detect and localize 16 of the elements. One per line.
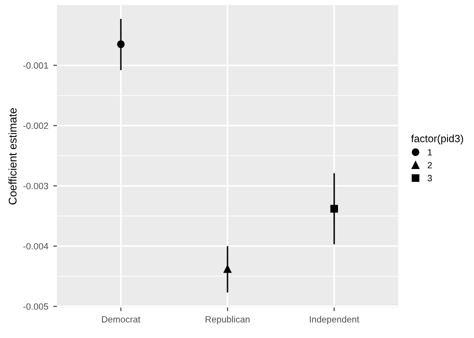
- legend-title: factor(pid3): [411, 134, 464, 144]
- y-tick-label: -0.002: [23, 122, 48, 129]
- legend-label: 3: [428, 174, 432, 182]
- legend-label: 2: [428, 162, 432, 168]
- x-tick-label: Democrat: [102, 316, 140, 323]
- y-tick-label: -0.003: [23, 182, 48, 190]
- y-tick-label: -0.001: [23, 62, 48, 69]
- y-axis-title: Coefficient estimate: [8, 108, 17, 204]
- legend-label: 1: [428, 149, 432, 156]
- point: [224, 265, 232, 273]
- point: [330, 204, 338, 213]
- y-tick-label: -0.004: [23, 243, 48, 250]
- x-tick-label: Republican: [206, 316, 250, 324]
- x-tick-label: Independent: [310, 316, 360, 324]
- point: [117, 40, 125, 48]
- y-tick-label: -0.005: [23, 303, 48, 310]
